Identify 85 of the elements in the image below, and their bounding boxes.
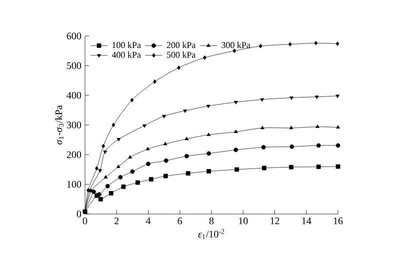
legend-label: 300 kPa [222, 42, 250, 48]
point [316, 124, 320, 128]
point [234, 167, 240, 172]
x-tick-label: 6 [178, 218, 182, 224]
legend-label: 500 kPa [166, 52, 196, 58]
y-tick-label: 500 [67, 62, 82, 70]
point [128, 155, 132, 159]
point [146, 162, 150, 166]
point [336, 164, 340, 169]
x-tick-label: 14 [302, 218, 312, 224]
point [262, 166, 266, 170]
point [206, 132, 211, 136]
point [258, 44, 262, 48]
point [108, 191, 114, 196]
x-tick-label: 12 [270, 218, 280, 224]
point [289, 126, 294, 130]
point [316, 143, 321, 148]
point [153, 79, 156, 84]
x-tick-label: 8 [209, 218, 214, 224]
point [234, 130, 238, 134]
x-tick-label: 0 [82, 218, 88, 224]
point [130, 98, 134, 102]
point [184, 154, 189, 158]
point [183, 110, 188, 113]
point [146, 146, 150, 150]
point [336, 42, 340, 46]
point [314, 40, 318, 46]
x-tick-label: 10 [239, 218, 248, 224]
point [289, 164, 294, 170]
point [162, 114, 166, 118]
legend-label: 200 kPa [166, 42, 196, 48]
point [234, 148, 238, 152]
point [135, 180, 140, 185]
point [314, 96, 319, 100]
point [142, 124, 146, 128]
x-tick-label: 4 [146, 218, 151, 224]
point [163, 174, 168, 178]
legend-label: 400 kPa [112, 52, 141, 58]
point [130, 169, 135, 174]
point [121, 184, 126, 189]
point [234, 100, 238, 104]
point [186, 171, 190, 176]
point [290, 144, 294, 149]
point [261, 145, 266, 150]
x-axis-title: ε$_{1}$/10$^{-2}$ [198, 229, 224, 239]
point [336, 125, 340, 129]
y-axis-title: σ$_{1}$-σ$_{3}$/kPa [55, 105, 64, 145]
point [206, 104, 210, 108]
y-tick-label: 200 [66, 151, 82, 158]
y-tick-label: 400 [66, 92, 82, 99]
point [103, 150, 108, 154]
legend-label: 100 kPa [112, 42, 141, 48]
point [260, 98, 264, 102]
point [102, 144, 106, 148]
point [232, 48, 236, 54]
point [206, 151, 212, 156]
point [98, 169, 102, 173]
y-tick-label: 600 [66, 32, 82, 40]
x-tick-label: 2 [114, 218, 119, 224]
point [118, 175, 123, 180]
point [206, 169, 212, 174]
point [95, 166, 98, 171]
point [97, 192, 102, 197]
point [104, 175, 108, 178]
point [116, 138, 121, 142]
point [164, 158, 168, 163]
y-tick-label: 300 [66, 122, 82, 128]
y-tick-label: 100 [67, 180, 82, 188]
point [163, 142, 168, 146]
point [177, 66, 180, 70]
point [98, 196, 103, 202]
point [336, 94, 340, 98]
point [148, 177, 154, 182]
point [316, 164, 321, 170]
point [203, 55, 206, 60]
point [116, 164, 120, 168]
y-tick-label: 0 [76, 210, 82, 218]
point [288, 42, 292, 47]
point [260, 126, 264, 130]
point [105, 184, 110, 188]
point [336, 143, 340, 148]
x-tick-label: 16 [334, 218, 343, 224]
point [290, 96, 294, 100]
point [112, 122, 116, 128]
point [184, 136, 189, 140]
